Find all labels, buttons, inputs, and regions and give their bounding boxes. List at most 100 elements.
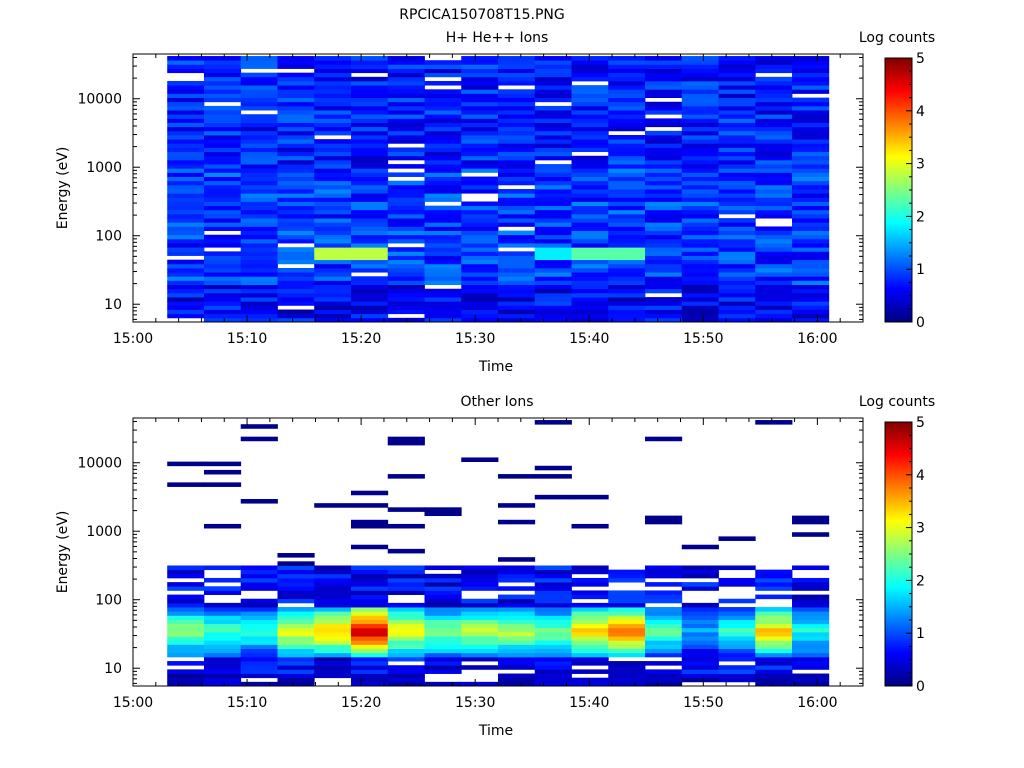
heatmap-cell <box>755 607 793 612</box>
heatmap-cell <box>608 313 646 319</box>
heatmap-cell <box>461 243 499 248</box>
heatmap-cell <box>718 135 756 140</box>
heatmap-cell <box>792 238 830 244</box>
heatmap-cell <box>681 105 719 111</box>
heatmap-cell <box>240 101 278 107</box>
heatmap-cell <box>608 118 646 123</box>
heatmap-cell <box>718 280 756 286</box>
heatmap-cell <box>350 234 389 240</box>
heatmap-cell <box>608 317 646 323</box>
heatmap-cell <box>387 644 425 650</box>
heatmap-cell <box>203 276 242 281</box>
heatmap-cell <box>350 193 389 198</box>
heatmap-cell <box>534 189 572 194</box>
heatmap-cell <box>314 97 352 103</box>
heatmap-cell <box>387 297 425 302</box>
heatmap-cell <box>314 305 352 310</box>
heatmap-cell <box>387 474 425 479</box>
heatmap-cell <box>277 577 315 583</box>
heatmap-cell <box>608 243 646 248</box>
heatmap-cell <box>350 636 389 641</box>
heatmap-cell <box>424 213 462 219</box>
heatmap-cell <box>534 631 572 637</box>
heatmap-cell <box>608 284 646 290</box>
heatmap-cell <box>424 184 462 190</box>
heatmap-cell <box>792 60 830 65</box>
heatmap-cell <box>498 594 536 600</box>
heatmap-cell <box>645 607 683 612</box>
heatmap-cell <box>167 97 205 103</box>
heatmap-cell <box>755 586 793 591</box>
heatmap-cell <box>240 201 278 207</box>
heatmap-cell <box>461 213 499 219</box>
heatmap-cell <box>314 189 352 194</box>
heatmap-cell <box>240 263 278 269</box>
heatmap-cell <box>534 272 572 277</box>
heatmap-cell <box>277 101 315 107</box>
heatmap-cell <box>314 230 352 236</box>
heatmap-cell <box>167 101 205 107</box>
heatmap-cell <box>608 251 646 256</box>
heatmap-cell <box>718 238 756 244</box>
heatmap-cell <box>203 151 242 157</box>
heatmap-cell <box>608 594 646 600</box>
heatmap-cell <box>387 611 425 616</box>
heatmap-cell <box>277 288 315 294</box>
heatmap-cell <box>755 652 793 658</box>
heatmap-cell <box>534 110 572 115</box>
heatmap-cell <box>203 68 242 74</box>
heatmap-cell <box>277 292 315 298</box>
heatmap-cell <box>203 105 242 111</box>
heatmap-cell <box>350 656 389 662</box>
heatmap-cell <box>718 631 756 637</box>
heatmap-cell <box>240 85 278 90</box>
heatmap-cell <box>498 259 536 265</box>
heatmap-cell <box>718 267 756 273</box>
heatmap-cell <box>792 97 830 103</box>
heatmap-cell <box>534 238 572 244</box>
heatmap-cell <box>534 222 572 227</box>
heatmap-cell <box>277 247 315 252</box>
heatmap-cell <box>755 213 793 219</box>
heatmap-cell <box>608 201 646 207</box>
heatmap-cell <box>314 251 352 256</box>
heatmap-cell <box>277 569 315 575</box>
heatmap-cell <box>718 189 756 194</box>
heatmap-cell <box>387 218 425 223</box>
heatmap-cell <box>718 656 756 662</box>
heatmap-cell <box>718 297 756 302</box>
x-tick-label: 15:10 <box>227 695 267 711</box>
heatmap-cell <box>314 226 352 231</box>
heatmap-cell <box>314 284 352 290</box>
heatmap-cell <box>424 172 462 177</box>
heatmap-cell <box>424 661 462 666</box>
heatmap-cell <box>350 669 389 674</box>
heatmap-cell <box>755 305 793 310</box>
heatmap-cell <box>534 143 572 148</box>
heatmap-cell <box>350 155 389 161</box>
heatmap-cell <box>461 573 499 579</box>
heatmap-cell <box>203 656 242 662</box>
heatmap-cell <box>718 147 756 153</box>
heatmap-cell <box>498 114 536 119</box>
heatmap-cell <box>498 180 536 186</box>
heatmap-cell <box>167 677 205 683</box>
heatmap-cell <box>240 122 278 128</box>
heatmap-cell <box>681 147 719 153</box>
heatmap-cell <box>461 76 499 82</box>
heatmap-cell <box>718 201 756 207</box>
heatmap-cell <box>461 272 499 277</box>
heatmap-cell <box>277 159 315 165</box>
heatmap-cell <box>461 305 499 310</box>
heatmap-cell <box>350 130 389 136</box>
heatmap-cell <box>314 288 352 294</box>
heatmap-cell <box>498 118 536 123</box>
heatmap-cell <box>167 168 205 173</box>
heatmap-cell <box>608 180 646 186</box>
heatmap-cell <box>314 656 352 662</box>
heatmap-cell <box>498 143 536 148</box>
heatmap-cell <box>534 147 572 153</box>
heatmap-cell <box>608 297 646 302</box>
heatmap-cell <box>534 474 572 479</box>
heatmap-cell <box>571 611 609 616</box>
